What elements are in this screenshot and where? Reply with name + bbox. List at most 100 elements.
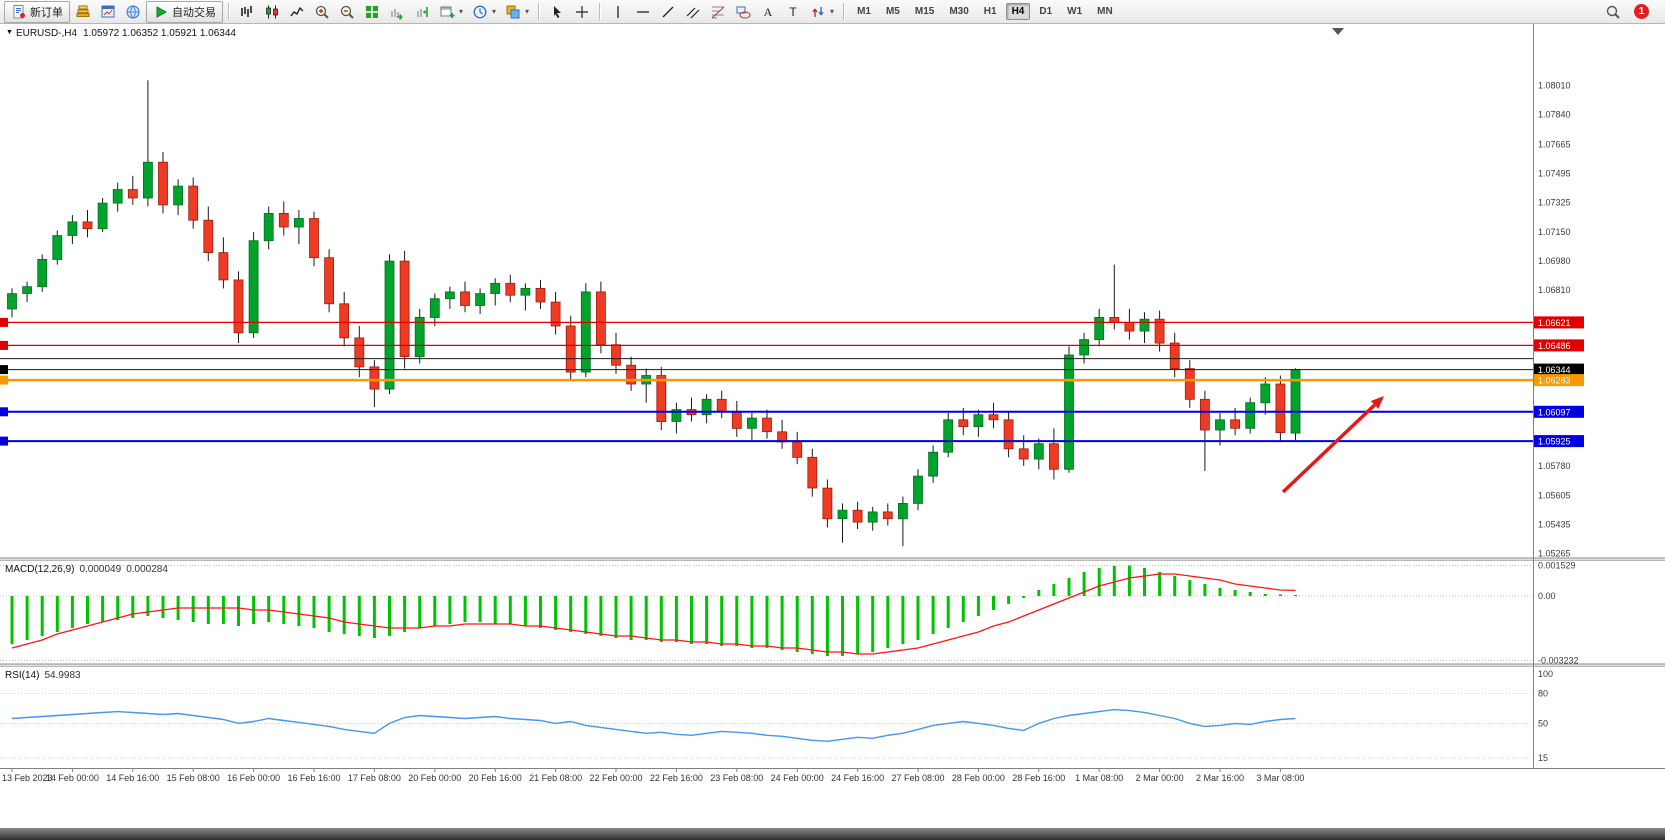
svg-text:17 Feb 08:00: 17 Feb 08:00: [348, 773, 401, 783]
channel-tool-button[interactable]: [681, 1, 705, 23]
timeframe-m30-button[interactable]: M30: [949, 6, 969, 17]
arrows-icon: [812, 6, 824, 17]
zoom-in-button[interactable]: [310, 1, 334, 23]
svg-text:22 Feb 00:00: 22 Feb 00:00: [589, 773, 642, 783]
template-dropdown[interactable]: ▾: [501, 1, 533, 23]
crosshair-tool-button[interactable]: [570, 1, 594, 23]
auto-scroll-button[interactable]: [385, 1, 409, 23]
price-line-1.05925[interactable]: 1.05925: [0, 435, 1584, 448]
globe-icon: [126, 5, 140, 18]
timeframe-w1-button[interactable]: W1: [1067, 6, 1083, 17]
arrows-tool-button[interactable]: ▾: [806, 1, 838, 23]
svg-text:28 Feb 00:00: 28 Feb 00:00: [952, 773, 1005, 783]
svg-text:23 Feb 08:00: 23 Feb 08:00: [710, 773, 763, 783]
text-icon: A: [764, 5, 773, 19]
timeframe-m1-button[interactable]: M1: [857, 6, 871, 17]
horizontal-line-tool-button[interactable]: [631, 1, 655, 23]
label-tool-button[interactable]: T: [781, 1, 805, 23]
chart-area[interactable]: 1.06621 1.06486 1.06344 1.06283 1.06097 1.059…: [0, 24, 1665, 840]
price-line-1.06283[interactable]: 1.06283: [0, 374, 1584, 387]
panel-separator[interactable]: [0, 664, 1665, 667]
zoom-out-icon: [340, 5, 354, 19]
new-chart-dropdown[interactable]: ▾: [435, 1, 467, 23]
toolbar-group: [360, 1, 384, 23]
svg-text:1.06621: 1.06621: [1538, 318, 1571, 328]
price-line-1.06097[interactable]: 1.06097: [0, 405, 1584, 418]
chart-background: [0, 24, 1665, 840]
candlestick-chart-button[interactable]: [260, 1, 284, 23]
notification-badge[interactable]: 1: [1634, 4, 1649, 19]
terminal-button[interactable]: [96, 1, 120, 23]
svg-text:1.05925: 1.05925: [1538, 437, 1571, 447]
timeframe-m15-button[interactable]: M15: [914, 6, 935, 17]
magnifier-icon: [1606, 5, 1620, 19]
cursor-icon: [554, 5, 562, 18]
svg-text:100: 100: [1538, 669, 1553, 679]
price-line-1.06621[interactable]: 1.06621: [0, 316, 1584, 329]
timeframe-h4-button[interactable]: H4: [1005, 3, 1031, 20]
cursor-tool-button[interactable]: [545, 1, 569, 23]
price-tag: [1534, 374, 1584, 387]
line-chart-button[interactable]: [285, 1, 309, 23]
shapes-tool-button[interactable]: [731, 1, 755, 23]
chart-shift-marker[interactable]: [1332, 28, 1344, 35]
search-button[interactable]: [1601, 1, 1625, 23]
line-left-marker: [0, 407, 8, 417]
market-watch-button[interactable]: [71, 1, 95, 23]
toolbar-group: [310, 1, 359, 23]
label-t-icon: T: [789, 5, 797, 19]
svg-text:15 Feb 08:00: 15 Feb 08:00: [167, 773, 220, 783]
vertical-line-tool-button[interactable]: [606, 1, 630, 23]
trendline-tool-button[interactable]: [656, 1, 680, 23]
fibonacci-tool-button[interactable]: [706, 1, 730, 23]
tile-windows-button[interactable]: [360, 1, 384, 23]
timeframe-h1-button[interactable]: H1: [983, 6, 997, 17]
svg-text:1.05780: 1.05780: [1538, 461, 1571, 471]
svg-text:24 Feb 00:00: 24 Feb 00:00: [771, 773, 824, 783]
new-order-button[interactable]: 新订单: [4, 0, 70, 23]
channel-icon: [686, 7, 700, 18]
svg-text:1.06486: 1.06486: [1538, 341, 1571, 351]
autotrading-button[interactable]: 自动交易: [146, 0, 223, 23]
main-toolbar: 新订单 自动交易 ▾ ▾ ▾ A T ▾ M1 M5 M15 M30 H1 H4 D1 W1 MN 1: [0, 0, 1665, 24]
svg-text:27 Feb 08:00: 27 Feb 08:00: [891, 773, 944, 783]
period-dropdown[interactable]: ▾: [468, 1, 500, 23]
price-line-1.06486[interactable]: 1.06486: [0, 339, 1584, 352]
price-line-1.06344[interactable]: 1.06344: [0, 363, 1584, 376]
svg-text:16 Feb 16:00: 16 Feb 16:00: [287, 773, 340, 783]
hline-icon: [637, 10, 650, 13]
text-tool-button[interactable]: A: [756, 1, 780, 23]
svg-text:21 Feb 08:00: 21 Feb 08:00: [529, 773, 582, 783]
svg-text:50: 50: [1538, 718, 1548, 728]
arrow-annotation[interactable]: [1281, 396, 1384, 494]
svg-text:2 Mar 16:00: 2 Mar 16:00: [1196, 773, 1244, 783]
toolbar-group: [71, 1, 145, 23]
svg-text:1.05435: 1.05435: [1538, 520, 1571, 530]
chart-window-icon: [101, 5, 115, 17]
svg-text:28 Feb 16:00: 28 Feb 16:00: [1012, 773, 1065, 783]
timeframe-m5-button[interactable]: M5: [885, 6, 900, 17]
svg-text:20 Feb 16:00: 20 Feb 16:00: [469, 773, 522, 783]
autotrading-button-label: 自动交易: [172, 6, 216, 19]
doc-new-icon: [13, 4, 25, 18]
panel-separator[interactable]: [0, 558, 1665, 561]
svg-text:1.07495: 1.07495: [1538, 168, 1571, 178]
shapes-icon: [736, 6, 751, 18]
grid-green-icon: [366, 5, 378, 18]
toolbar-group: ▾ ▾ ▾: [435, 1, 533, 23]
timeframe-d1-button[interactable]: D1: [1039, 6, 1053, 17]
chevron-down-icon: ▾: [830, 7, 835, 16]
zoom-out-button[interactable]: [335, 1, 359, 23]
svg-text:1.05605: 1.05605: [1538, 491, 1571, 501]
chart-shift-button[interactable]: [410, 1, 434, 23]
bar-chart-button[interactable]: [235, 1, 259, 23]
candlestick-series: [7, 80, 1301, 547]
timeframe-mn-button[interactable]: MN: [1097, 6, 1113, 17]
macd-panel: 0.001529 0.00 -0.003232: [0, 560, 1579, 666]
line-left-marker: [0, 365, 8, 375]
svg-text:1.07325: 1.07325: [1538, 197, 1571, 207]
navigator-button[interactable]: [121, 1, 145, 23]
chevron-down-icon: ▾: [492, 7, 497, 16]
fibo-icon: [711, 6, 725, 18]
